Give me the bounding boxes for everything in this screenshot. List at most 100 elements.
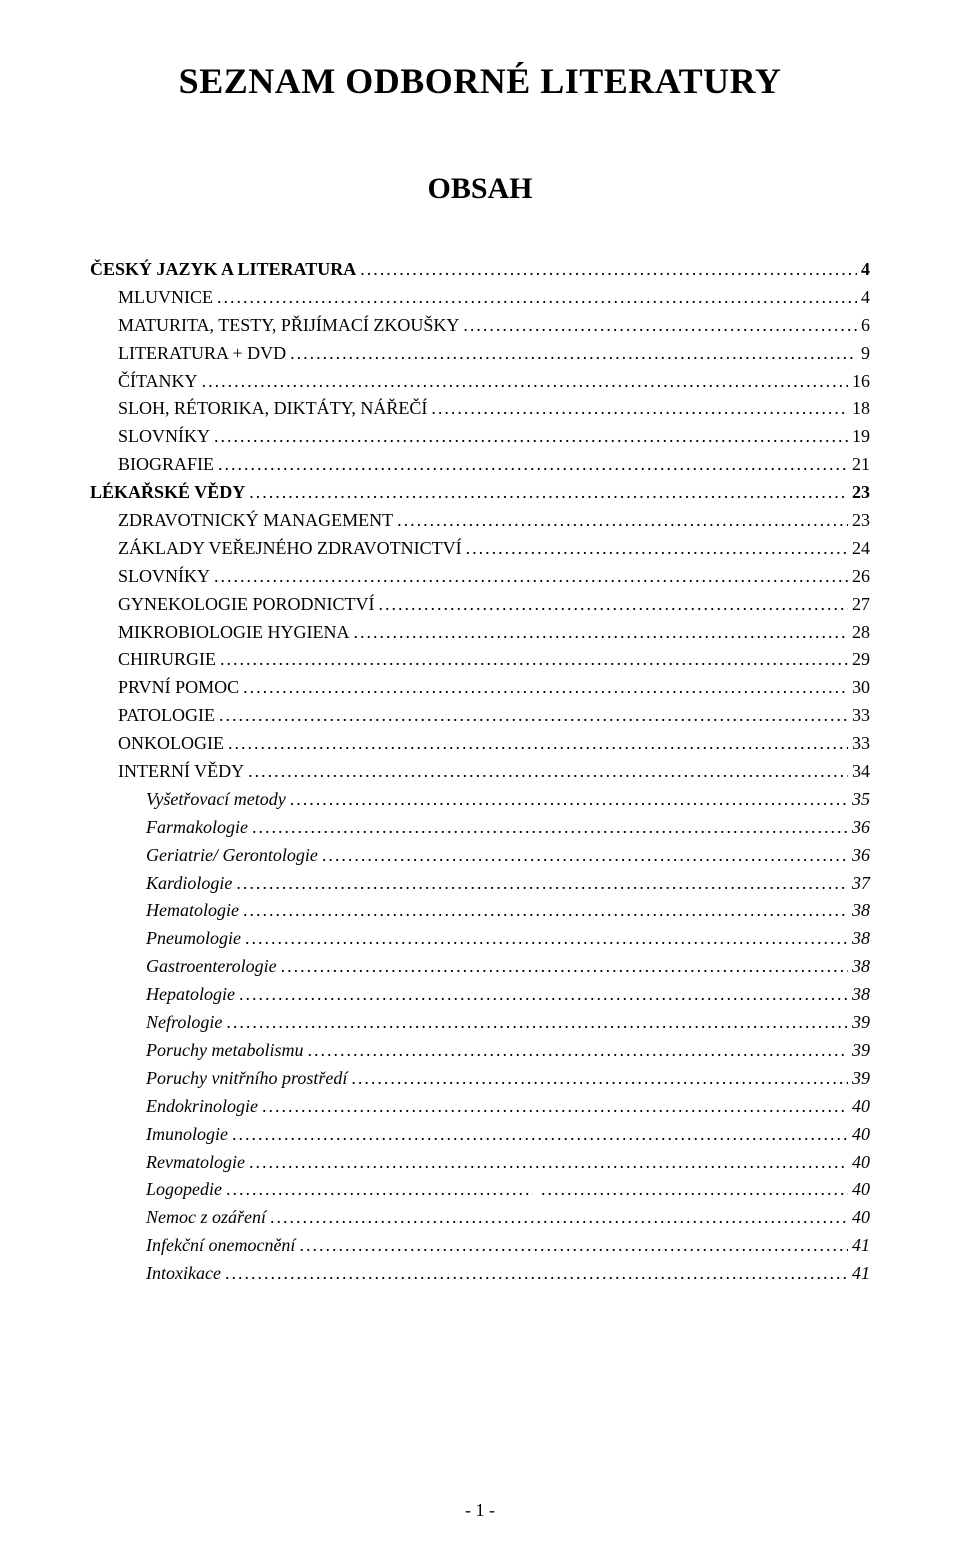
toc-line: Infekční onemocnění 41 <box>90 1232 870 1260</box>
toc-label: Hematologie <box>146 897 239 925</box>
toc-label: ČESKÝ JAZYK A LITERATURA <box>90 256 356 284</box>
toc-page: 36 <box>852 814 870 842</box>
toc-label: Kardiologie <box>146 870 232 898</box>
toc-page: 24 <box>852 535 870 563</box>
toc-label: Pneumologie <box>146 925 241 953</box>
toc-page: 38 <box>852 925 870 953</box>
toc-line: Gastroenterologie38 <box>90 953 870 981</box>
toc-leader <box>228 730 848 758</box>
toc-line: Logopedie40 <box>90 1176 870 1204</box>
toc-leader <box>307 1037 848 1065</box>
toc-label: MLUVNICE <box>118 284 213 312</box>
toc-page: 35 <box>852 786 870 814</box>
toc-page: 29 <box>852 646 870 674</box>
toc-page: 38 <box>852 953 870 981</box>
toc-page: 40 <box>852 1149 870 1177</box>
toc-page: 33 <box>852 702 870 730</box>
toc-line: Imunologie 40 <box>90 1121 870 1149</box>
toc-line: SLOH, RÉTORIKA, DIKTÁTY, NÁŘEČÍ18 <box>90 395 870 423</box>
page: SEZNAM ODBORNÉ LITERATURY OBSAH ČESKÝ JA… <box>0 0 960 1551</box>
toc-page: 39 <box>852 1037 870 1065</box>
toc-page: 9 <box>861 340 870 368</box>
toc-line: Poruchy vnitřního prostředí39 <box>90 1065 870 1093</box>
toc-leader <box>351 1065 848 1093</box>
toc-page: 41 <box>852 1232 870 1260</box>
toc-page: 41 <box>852 1260 870 1288</box>
toc-page: 36 <box>852 842 870 870</box>
toc-leader <box>353 619 848 647</box>
toc-label: ZDRAVOTNICKÝ MANAGEMENT <box>118 507 393 535</box>
toc-label: Imunologie <box>146 1121 228 1149</box>
toc-leader <box>252 814 848 842</box>
toc-line: Hematologie 38 <box>90 897 870 925</box>
toc-line: ZDRAVOTNICKÝ MANAGEMENT 23 <box>90 507 870 535</box>
toc-leader <box>249 479 848 507</box>
toc-page: 23 <box>852 479 870 507</box>
toc-label: Intoxikace <box>146 1260 221 1288</box>
toc-label: Poruchy vnitřního prostředí <box>146 1065 347 1093</box>
toc-label: BIOGRAFIE <box>118 451 214 479</box>
toc-line: PRVNÍ POMOC 30 <box>90 674 870 702</box>
toc-leader <box>226 1176 533 1204</box>
toc-leader <box>226 1009 848 1037</box>
toc-leader <box>214 423 848 451</box>
toc-leader <box>249 1149 848 1177</box>
toc-line: GYNEKOLOGIE PORODNICTVÍ 27 <box>90 591 870 619</box>
page-number: - 1 - <box>0 1500 960 1521</box>
toc-page: 40 <box>852 1121 870 1149</box>
toc-label: SLOVNÍKY <box>118 563 210 591</box>
toc-line: BIOGRAFIE 21 <box>90 451 870 479</box>
toc-leader <box>217 284 857 312</box>
toc-page: 40 <box>852 1093 870 1121</box>
toc-page: 38 <box>852 897 870 925</box>
toc-line: PATOLOGIE33 <box>90 702 870 730</box>
toc-label: LITERATURA + DVD <box>118 340 286 368</box>
toc-label: Poruchy metabolismu <box>146 1037 303 1065</box>
toc-leader <box>202 368 848 396</box>
toc-label: LÉKAŘSKÉ VĚDY <box>90 479 245 507</box>
toc-leader <box>290 340 857 368</box>
toc-leader <box>232 1121 848 1149</box>
toc-page: 30 <box>852 674 870 702</box>
toc-page: 23 <box>852 507 870 535</box>
toc-page: 19 <box>852 423 870 451</box>
toc-leader <box>218 451 848 479</box>
toc-label: Nemoc z ozáření <box>146 1204 266 1232</box>
toc-label: SLOH, RÉTORIKA, DIKTÁTY, NÁŘEČÍ <box>118 395 427 423</box>
toc-leader <box>248 758 848 786</box>
toc-line: INTERNÍ VĚDY34 <box>90 758 870 786</box>
toc-page: 27 <box>852 591 870 619</box>
toc-line: ONKOLOGIE33 <box>90 730 870 758</box>
toc-page: 39 <box>852 1009 870 1037</box>
table-of-contents: ČESKÝ JAZYK A LITERATURA4MLUVNICE4MATURI… <box>90 256 870 1288</box>
toc-page: 21 <box>852 451 870 479</box>
toc-leader <box>245 925 848 953</box>
toc-page: 26 <box>852 563 870 591</box>
toc-label: INTERNÍ VĚDY <box>118 758 244 786</box>
toc-leader <box>219 702 848 730</box>
toc-line: Pneumologie 38 <box>90 925 870 953</box>
toc-leader <box>463 312 857 340</box>
toc-page: 4 <box>861 256 870 284</box>
toc-label: Infekční onemocnění <box>146 1232 295 1260</box>
toc-label: MATURITA, TESTY, PŘIJÍMACÍ ZKOUŠKY <box>118 312 459 340</box>
toc-label: Revmatologie <box>146 1149 245 1177</box>
toc-label: PRVNÍ POMOC <box>118 674 239 702</box>
toc-line: ZÁKLADY VEŘEJNÉHO ZDRAVOTNICTVÍ24 <box>90 535 870 563</box>
toc-label: Logopedie <box>146 1176 222 1204</box>
toc-leader <box>270 1204 848 1232</box>
toc-line: MATURITA, TESTY, PŘIJÍMACÍ ZKOUŠKY6 <box>90 312 870 340</box>
toc-line: Farmakologie 36 <box>90 814 870 842</box>
toc-leader <box>243 897 848 925</box>
toc-line: Poruchy metabolismu 39 <box>90 1037 870 1065</box>
toc-line: Nefrologie39 <box>90 1009 870 1037</box>
toc-label: GYNEKOLOGIE PORODNICTVÍ <box>118 591 374 619</box>
toc-page: 37 <box>852 870 870 898</box>
toc-label: Geriatrie/ Gerontologie <box>146 842 318 870</box>
toc-page: 33 <box>852 730 870 758</box>
toc-leader <box>220 646 848 674</box>
toc-page: 40 <box>852 1204 870 1232</box>
toc-line: Endokrinologie40 <box>90 1093 870 1121</box>
toc-label: Farmakologie <box>146 814 248 842</box>
toc-leader <box>322 842 848 870</box>
